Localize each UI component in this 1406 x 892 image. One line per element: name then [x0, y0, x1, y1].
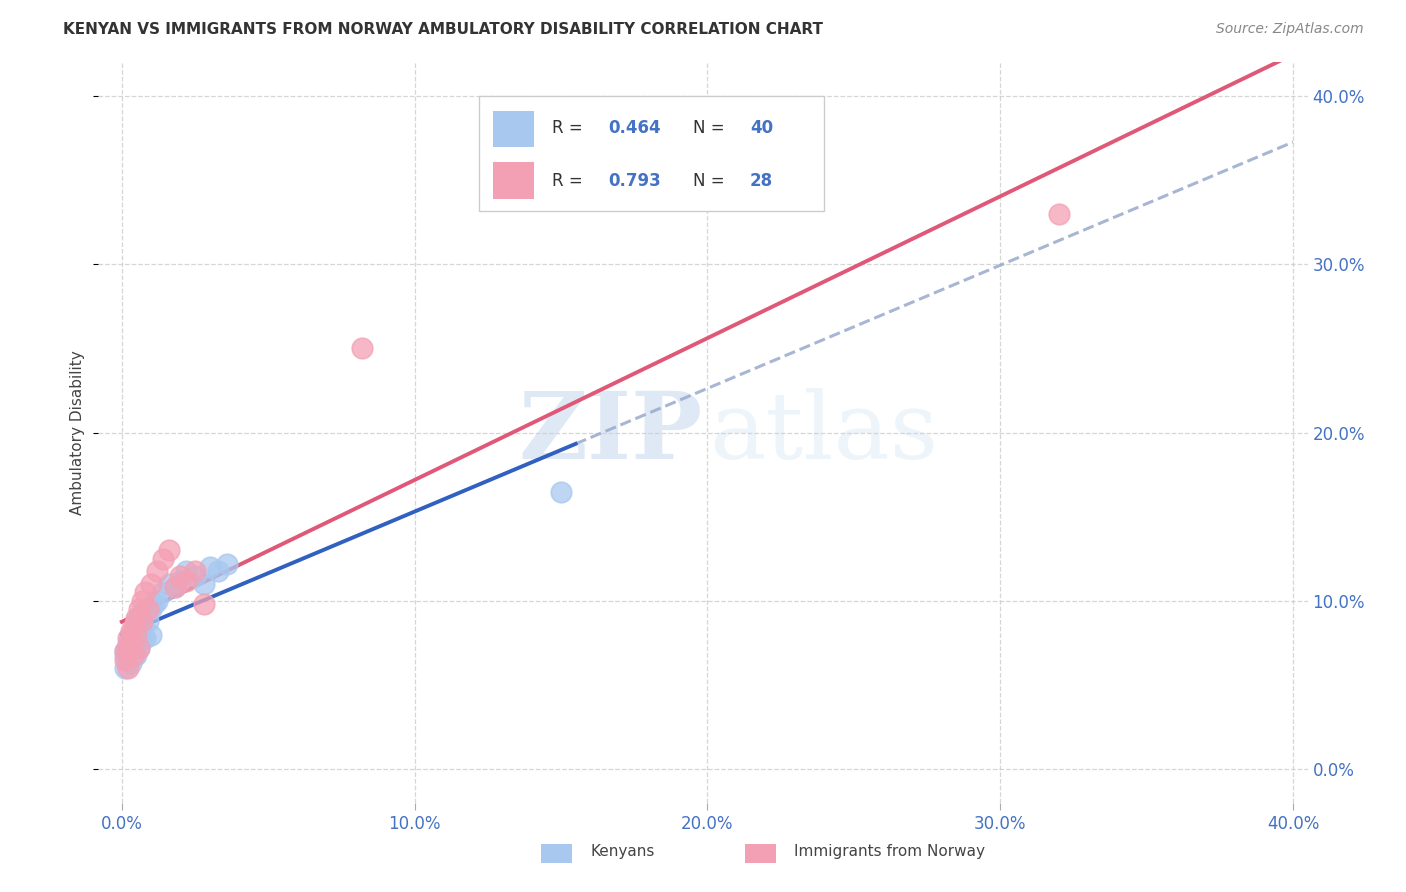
Point: [139, 577, 162, 591]
Point: [125, 634, 148, 648]
Point: [217, 557, 239, 571]
Point: [207, 564, 229, 578]
Point: [131, 619, 153, 633]
Point: [152, 551, 174, 566]
Point: [120, 624, 142, 639]
Point: [131, 607, 153, 622]
Text: ZIP: ZIP: [519, 388, 703, 477]
Point: [125, 648, 148, 662]
Point: [174, 564, 197, 578]
Point: [117, 631, 139, 645]
Point: [163, 581, 186, 595]
Point: [134, 631, 156, 645]
Point: [169, 568, 191, 582]
Point: [157, 577, 180, 591]
Point: [125, 610, 148, 624]
Point: [550, 484, 572, 499]
Point: [184, 568, 207, 582]
Point: [120, 656, 142, 670]
Point: [131, 594, 153, 608]
Point: [146, 594, 169, 608]
Point: [120, 648, 142, 662]
Point: [136, 614, 159, 628]
Point: [157, 543, 180, 558]
Point: [193, 577, 215, 591]
Text: KENYAN VS IMMIGRANTS FROM NORWAY AMBULATORY DISABILITY CORRELATION CHART: KENYAN VS IMMIGRANTS FROM NORWAY AMBULAT…: [63, 22, 824, 37]
Point: [125, 614, 148, 628]
Point: [131, 614, 153, 628]
Point: [134, 602, 156, 616]
Text: Source: ZipAtlas.com: Source: ZipAtlas.com: [1216, 22, 1364, 37]
Point: [120, 636, 142, 650]
Point: [122, 631, 145, 645]
Point: [117, 653, 139, 667]
Point: [128, 640, 150, 655]
Text: atlas: atlas: [709, 388, 938, 477]
Point: [114, 653, 136, 667]
Point: [193, 597, 215, 611]
Point: [350, 342, 373, 356]
Point: [169, 574, 191, 588]
Point: [128, 602, 150, 616]
Point: [163, 581, 186, 595]
Point: [117, 636, 139, 650]
Point: [128, 610, 150, 624]
Point: [134, 585, 156, 599]
Y-axis label: Ambulatory Disability: Ambulatory Disability: [70, 351, 86, 515]
Point: [122, 648, 145, 662]
Point: [122, 644, 145, 658]
Text: Immigrants from Norway: Immigrants from Norway: [794, 845, 986, 859]
Point: [131, 631, 153, 645]
Point: [125, 627, 148, 641]
Point: [125, 624, 148, 639]
Point: [128, 640, 150, 655]
Point: [122, 624, 145, 639]
Point: [139, 627, 162, 641]
Point: [114, 648, 136, 662]
Point: [198, 560, 221, 574]
Point: [143, 597, 166, 611]
Point: [117, 640, 139, 655]
Point: [174, 574, 197, 588]
Point: [117, 640, 139, 655]
Point: [136, 602, 159, 616]
Point: [152, 585, 174, 599]
Point: [184, 564, 207, 578]
Point: [122, 619, 145, 633]
Point: [114, 644, 136, 658]
Point: [139, 602, 162, 616]
Point: [114, 644, 136, 658]
Point: [120, 634, 142, 648]
Point: [117, 661, 139, 675]
Point: [120, 627, 142, 641]
Text: Kenyans: Kenyans: [591, 845, 655, 859]
Point: [146, 564, 169, 578]
Point: [1047, 207, 1070, 221]
Point: [114, 661, 136, 675]
